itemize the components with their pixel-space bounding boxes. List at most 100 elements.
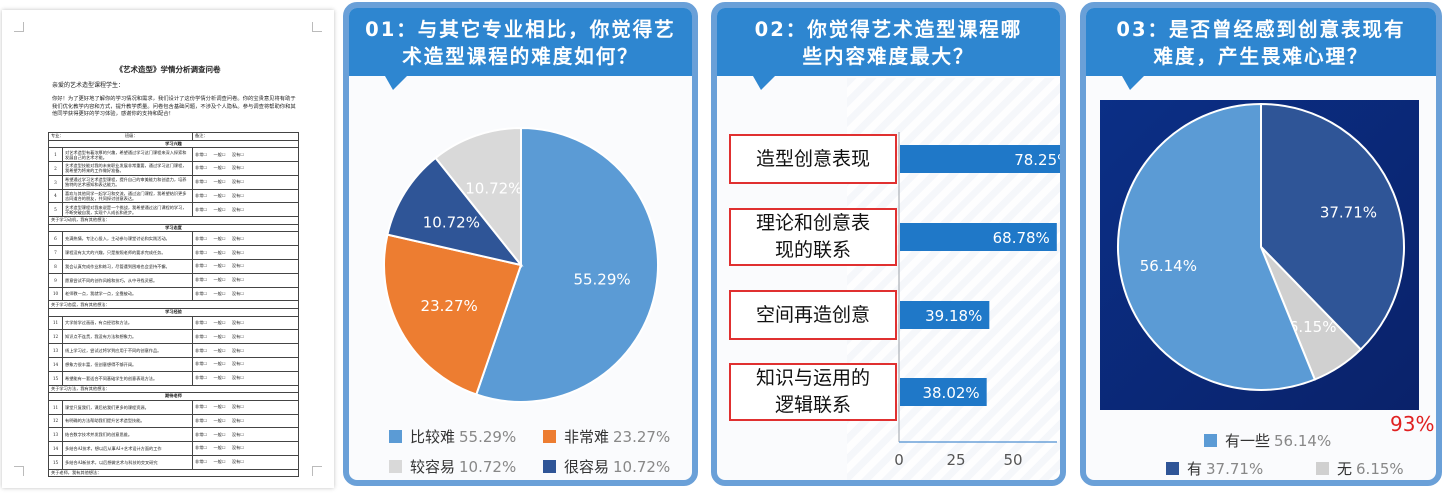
major-label: 专业： <box>51 133 64 139</box>
rating-checkboxes[interactable]: 非常☐ 一般☐ 没有☐ <box>192 329 299 345</box>
bar-2 <box>900 301 990 329</box>
rating-checkboxes[interactable]: 非常☐ 一般☐ 没有☐ <box>192 356 299 372</box>
row-number: 8 <box>48 258 63 274</box>
table-row: 13 线上学习过，尝试过将学到应用于不同的创意作品。 非常☐ 一般☐ 没有☐ <box>48 343 299 358</box>
rating-checkboxes[interactable]: 非常☐ 一般☐ 没有☐ <box>192 272 299 288</box>
rating-checkboxes[interactable]: 非常☐ 一般☐ 没有☐ <box>192 427 299 443</box>
row-number: 6 <box>48 231 63 247</box>
rating-checkboxes[interactable]: 非常☐ 一般☐ 没有☐ <box>192 160 299 176</box>
other-thoughts-prompt: 关于老师，我有其他想法： <box>48 468 299 478</box>
crop-mark <box>14 22 24 32</box>
pie-1-slice-label: 10.72% <box>465 179 522 197</box>
row-number: 1 <box>48 147 63 162</box>
rating-checkboxes[interactable]: 非常☐ 一般☐ 没有☐ <box>192 174 299 190</box>
legend-percent: 6.15% <box>1356 460 1404 478</box>
legend-percent: 23.27% <box>613 428 671 446</box>
table-row: 4 喜欢与其他同学一起学习和交流，通过这门课程，我希望结识更多志同道合的朋友，共同… <box>48 188 299 204</box>
bar-1 <box>900 223 1057 251</box>
legend-item: 有 37.71% <box>1166 458 1263 479</box>
rating-checkboxes[interactable]: 非常☐ 一般☐ 没有☐ <box>192 454 299 470</box>
table-row: 11 课堂只复我们，课后给我们更多的课程资源。 非常☐ 一般☐ 没有☐ <box>48 399 299 415</box>
pie-1-slice-label: 23.27% <box>421 297 478 315</box>
legend-label: 较容易 <box>410 458 456 476</box>
rating-checkboxes[interactable]: 非常☐ 一般☐ 没有☐ <box>192 188 299 204</box>
question-text: 结合数字技术并发我们的创意思维。 <box>62 427 193 443</box>
legend-label: 比较难 <box>410 428 456 446</box>
row-number: 10 <box>48 286 63 302</box>
rating-checkboxes[interactable]: 非常☐ 一般☐ 没有☐ <box>192 399 299 415</box>
bar-0 <box>900 145 1060 173</box>
pie-3-slice-0 <box>1260 102 1405 351</box>
rating-checkboxes[interactable]: 非常☐ 一般☐ 没有☐ <box>192 147 299 162</box>
legend-swatch <box>1204 434 1217 447</box>
callout-percent: 93% <box>1390 412 1435 436</box>
legend-swatch <box>543 460 556 473</box>
table-row: 15 希望能有一套适合不同基础学生的创意表现方法。 非常☐ 一般☐ 没有☐ <box>48 370 299 386</box>
table-row: 6 充满热情，专注心投入，主动参与课堂讨论和实践活动。 非常☐ 一般☐ 没有☐ <box>48 231 299 247</box>
rating-checkboxes[interactable]: 非常☐ 一般☐ 没有☐ <box>192 202 299 218</box>
section-title: 期待老师 <box>48 392 299 401</box>
legend-item: 有一些 56.14% <box>1204 430 1331 451</box>
row-number: 4 <box>48 188 63 204</box>
bar-value-label: 38.02% <box>922 384 979 402</box>
table-row: 15 多结合AI新技术，以后想做艺术与科技的交叉研究 非常☐ 一般☐ 没有☐ <box>48 454 299 470</box>
pie-1-slice-2 <box>386 156 524 267</box>
pie-1-slice-label: 10.72% <box>423 213 480 231</box>
row-number: 14 <box>48 356 63 372</box>
legend-swatch <box>1316 462 1329 475</box>
rating-checkboxes[interactable]: 非常☐ 一般☐ 没有☐ <box>192 441 299 456</box>
pie-1-legend: 比较难 55.29% 非常难 23.27% 较容易 10.72% 很容易 10.72% <box>389 426 689 480</box>
rating-checkboxes[interactable]: 非常☐ 一般☐ 没有☐ <box>192 258 299 274</box>
pie-3-slice-label: 56.14% <box>1140 257 1197 275</box>
note-label: 备注： <box>195 133 208 139</box>
table-row: 1 对艺术造型有着浓厚的兴趣，希望通过学习这门课程来深入探索和发展自己的艺术才能。… <box>48 147 299 162</box>
row-number: 13 <box>48 427 63 443</box>
table-row: 9 愿意尝试不同的创作风格和技巧，从中寻找灵感。 非常☐ 一般☐ 没有☐ <box>48 272 299 288</box>
legend-label: 很容易 <box>564 458 610 476</box>
question-text: 多结合AI技术，想以后从事AI+艺术设计方面的工作 <box>62 441 193 456</box>
question-3-title-line1: 03：是否曾经感到创意表现有 <box>1116 18 1406 41</box>
table-row: 13 结合数字技术并发我们的创意思维。 非常☐ 一般☐ 没有☐ <box>48 427 299 443</box>
question-text: 喜欢与其他同学一起学习和交流，通过这门课程，我希望结识更多志同道合的朋友，共同探… <box>62 188 193 204</box>
rating-checkboxes[interactable]: 非常☐ 一般☐ 没有☐ <box>192 231 299 247</box>
question-text: 课堂只复我们，课后给我们更多的课程资源。 <box>62 399 193 415</box>
rating-checkboxes[interactable]: 非常☐ 一般☐ 没有☐ <box>192 370 299 386</box>
legend-swatch <box>389 430 402 443</box>
section-title: 学习兴趣 <box>48 139 299 149</box>
question-text: 线上学习过，尝试过将学到应用于不同的创意作品。 <box>62 343 193 358</box>
question-text: 艺术造型技能对我的未来职业发展非常重要，通过学习这门课程，我希望为将来的工作做好… <box>62 160 193 176</box>
row-number: 15 <box>48 370 63 386</box>
question-3-panel: 03：是否曾经感到创意表现有 难度，产生畏难心理？ 37.71% 6.15% 56.… <box>1080 2 1442 486</box>
question-text: 多结合AI新技术，以后想做艺术与科技的交叉研究 <box>62 454 193 470</box>
section-header-row: 学习经验 <box>48 307 299 317</box>
x-tick-label: 0 <box>894 451 904 469</box>
legend-label: 无 <box>1337 460 1353 478</box>
rating-checkboxes[interactable]: 非常☐ 一般☐ 没有☐ <box>192 245 299 260</box>
row-number: 11 <box>48 399 63 415</box>
legend-percent: 37.71% <box>1206 460 1264 478</box>
question-text: 希望通过学习艺术造型课程，提升自己的审美能力和创造力，培养独特的艺术感知和表达能… <box>62 174 193 190</box>
section-footer-row: 关于老师，我有其他想法： <box>48 468 299 478</box>
question-text: 有明确的方法帮助我们提升艺术造型技能。 <box>62 413 193 429</box>
rating-checkboxes[interactable]: 非常☐ 一般☐ 没有☐ <box>192 286 299 302</box>
rating-checkboxes[interactable]: 非常☐ 一般☐ 没有☐ <box>192 413 299 429</box>
bar-category-label: 空间再造创意 <box>729 290 897 340</box>
fear-pie-chart: 37.71% 6.15% 56.14% <box>1117 102 1405 391</box>
legend-item: 较容易 10.72% <box>389 456 516 477</box>
legend-swatch <box>389 460 402 473</box>
legend-percent: 56.14% <box>1274 432 1332 450</box>
difficult-content-bar-chart: 78.25%68.78%39.18%38.02%0255075 <box>894 132 1060 469</box>
bar-value-label: 68.78% <box>993 229 1050 247</box>
rating-checkboxes[interactable]: 非常☐ 一般☐ 没有☐ <box>192 315 299 331</box>
rating-checkboxes[interactable]: 非常☐ 一般☐ 没有☐ <box>192 343 299 358</box>
pie-3-legend: 有一些 56.14% 有 37.71% 无 6.15% <box>1086 422 1436 480</box>
question-1-title-line1: 01：与其它专业相比，你觉得艺 <box>365 18 676 41</box>
questionnaire-greeting: 亲爱的艺术造型课程学生： <box>52 82 125 89</box>
legend-percent: 10.72% <box>613 458 671 476</box>
questionnaire-table: 专业： 班级： 备注： 学习兴趣 1 对艺术造型有着浓厚的兴趣，希望通过学习这门课程… <box>48 132 299 478</box>
table-row: 14 想象力很丰富，但创意想得不够开阔。 非常☐ 一般☐ 没有☐ <box>48 356 299 372</box>
question-text: 我会认真完成作业和练习，尽管遇到困难也会坚持不懈。 <box>62 258 193 274</box>
row-number: 9 <box>48 272 63 288</box>
legend-label: 有一些 <box>1225 432 1271 450</box>
row-number: 12 <box>48 413 63 429</box>
